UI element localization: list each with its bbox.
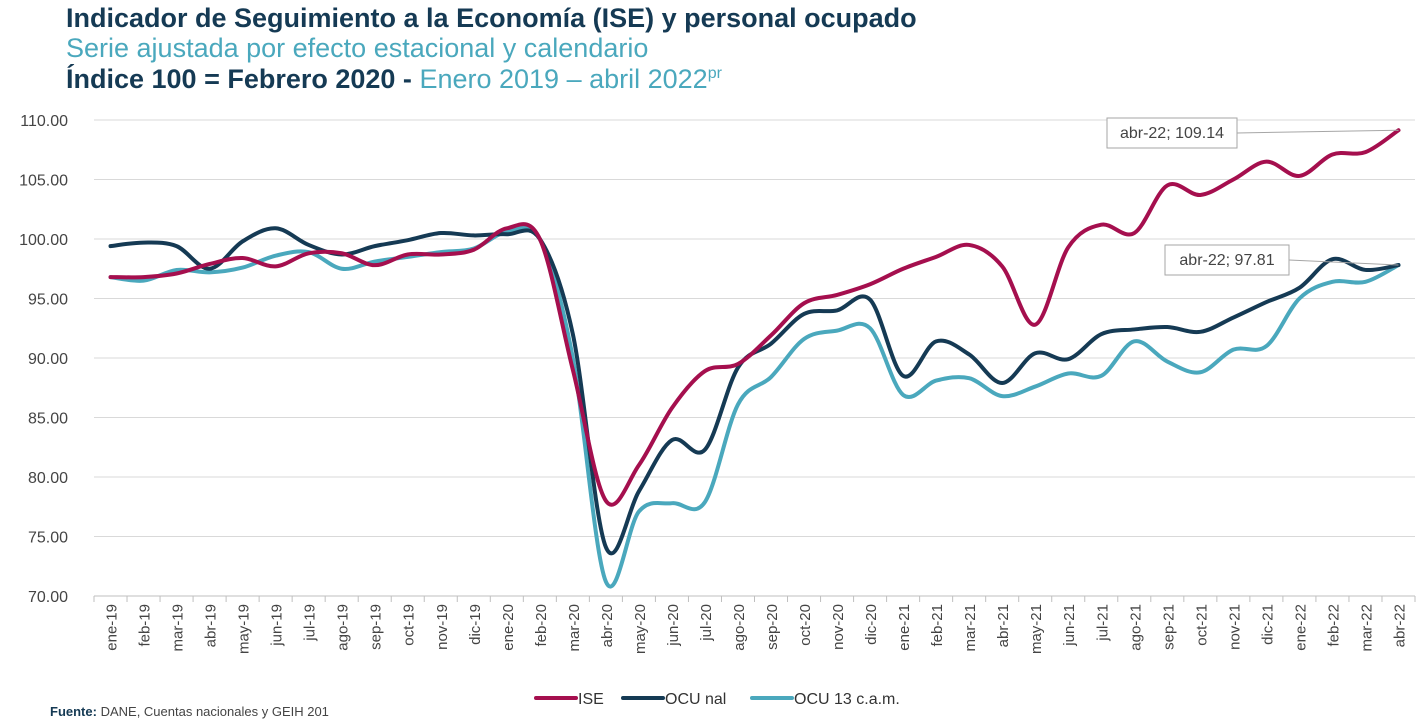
x-tick-label: ene-21 [896, 604, 913, 651]
y-tick-label: 90.00 [28, 351, 68, 368]
x-tick-label: oct-20 [797, 604, 814, 646]
annotation-box [1106, 117, 1238, 149]
x-tick-label: abr-19 [203, 604, 220, 647]
x-tick-label: feb-21 [929, 604, 946, 647]
x-tick-label: feb-22 [1325, 604, 1342, 647]
chart-index-line: Índice 100 = Febrero 2020 - Enero 2019 –… [66, 65, 917, 93]
x-tick-label: ago-21 [1127, 604, 1144, 651]
x-tick-label: sep-19 [368, 604, 385, 650]
x-tick-label: jun-21 [1061, 604, 1078, 647]
source-text: DANE, Cuentas nacionales y GEIH 201 [100, 704, 329, 719]
x-tick-label: abr-20 [599, 604, 616, 647]
y-tick-label: 110.00 [20, 113, 68, 130]
x-tick-label: ago-20 [731, 604, 748, 651]
chart-title: Indicador de Seguimiento a la Economía (… [66, 3, 917, 33]
x-tick-label: oct-21 [1193, 604, 1210, 646]
x-tick-label: jun-20 [665, 604, 682, 647]
x-tick-label: may-21 [1028, 604, 1045, 654]
series-line-ise [108, 128, 1401, 507]
period-label: Enero 2019 – abril 2022 [419, 63, 708, 94]
x-tick-label: abr-21 [995, 604, 1012, 647]
index-base-label: Índice 100 = Febrero 2020 - [66, 63, 412, 94]
y-tick-label: 85.00 [28, 411, 68, 428]
x-tick-label: ago-19 [335, 604, 352, 651]
x-tick-label: dic-20 [863, 604, 880, 645]
y-tick-label: 75.00 [28, 530, 68, 547]
x-tick-label: may-20 [632, 604, 649, 654]
x-tick-label: mar-20 [566, 604, 583, 652]
x-tick-label: mar-22 [1358, 604, 1375, 652]
source-label: Fuente: [50, 704, 97, 719]
annotation-leader-line [1288, 259, 1399, 266]
y-tick-label: 70.00 [28, 589, 68, 606]
x-tick-label: nov-20 [830, 604, 847, 650]
x-tick-label: mar-21 [962, 604, 979, 652]
y-tick-label: 100.00 [19, 232, 68, 249]
x-tick-label: mar-19 [170, 604, 187, 652]
x-tick-label: oct-19 [401, 604, 418, 646]
y-tick-label: 95.00 [28, 292, 68, 309]
legend-label: OCU nal [665, 691, 726, 708]
x-tick-label: jul-19 [302, 604, 319, 642]
annotation-label: abr-22; 109.14 [1120, 125, 1224, 142]
x-tick-label: sep-20 [764, 604, 781, 650]
x-tick-label: nov-19 [434, 604, 451, 650]
annotation-label: abr-22; 97.81 [1179, 252, 1274, 269]
chart-header: Indicador de Seguimiento a la Economía (… [66, 4, 917, 93]
x-tick-label: ene-22 [1292, 604, 1309, 651]
legend-label: ISE [578, 691, 604, 708]
x-tick-label: dic-19 [467, 604, 484, 645]
x-tick-label: sep-21 [1160, 604, 1177, 650]
source-note: Fuente: DANE, Cuentas nacionales y GEIH … [50, 704, 329, 719]
x-tick-label: jul-20 [698, 604, 715, 642]
x-tick-label: dic-21 [1259, 604, 1276, 645]
series-line-ocu-13-c-a-m- [108, 224, 1401, 589]
x-tick-label: feb-20 [533, 604, 550, 647]
x-tick-label: ene-19 [104, 604, 121, 651]
y-tick-label: 105.00 [19, 173, 68, 190]
series-line-ocu-nal [108, 226, 1401, 556]
legend-label: OCU 13 c.a.m. [794, 691, 900, 708]
annotation-box [1164, 244, 1290, 276]
x-tick-label: ene-20 [500, 604, 517, 651]
x-tick-label: feb-19 [137, 604, 154, 647]
period-superscript: pr [707, 64, 722, 82]
x-tick-label: jul-21 [1094, 604, 1111, 642]
chart-subtitle: Serie ajustada por efecto estacional y c… [66, 33, 649, 64]
x-tick-label: nov-21 [1226, 604, 1243, 650]
x-tick-label: jun-19 [269, 604, 286, 647]
annotation-leader-line [1236, 129, 1399, 134]
x-tick-label: abr-22 [1391, 604, 1408, 647]
y-tick-label: 80.00 [28, 470, 68, 487]
x-tick-label: may-19 [236, 604, 253, 654]
